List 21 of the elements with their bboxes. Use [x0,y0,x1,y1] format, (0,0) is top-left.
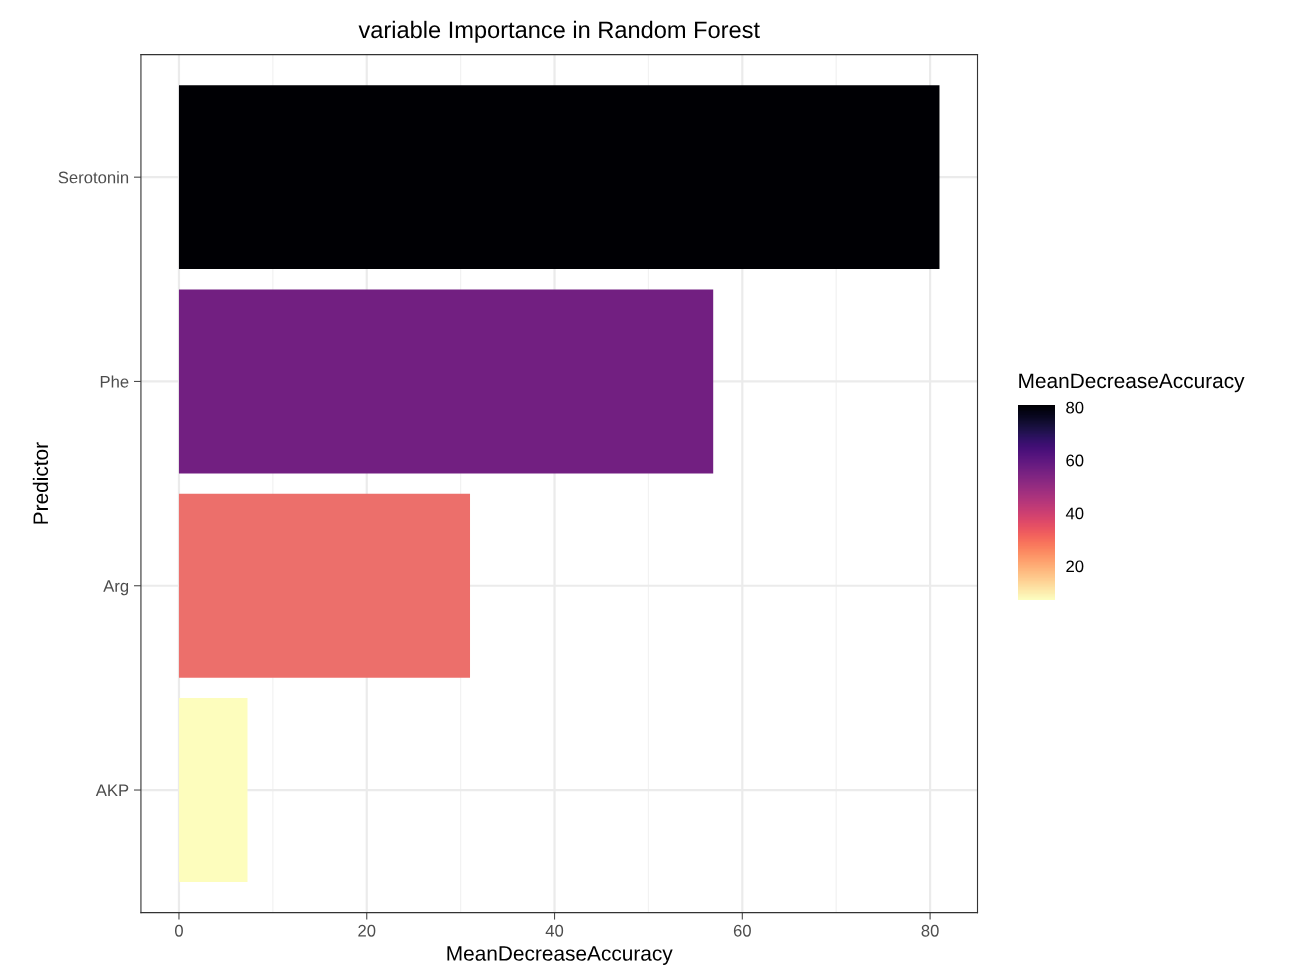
x-tick-label: 40 [545,924,564,937]
color-bar-label: 40 [1065,507,1084,520]
y-tick-label: Arg [103,580,129,596]
bar [178,85,940,270]
x-tick-label: 20 [358,924,376,937]
x-tick-label: 0 [174,924,183,937]
color-bar-label: 80 [1066,401,1084,414]
y-tick-label: Phe [100,375,129,388]
y-axis-title: Predictor [32,442,49,524]
x-tick-label: 80 [921,924,939,937]
x-tick-label: 60 [733,924,751,937]
bar [178,698,248,882]
bar [178,493,471,678]
color-bar-label: 60 [1066,454,1084,467]
chart-title: variable Importance in Random Forest [358,20,760,43]
color-bar-label: 20 [1066,560,1084,573]
y-tick-label: Serotonin [58,171,129,184]
y-tick-label: AKP [95,784,129,797]
x-axis-title: MeanDecreaseAccuracy [447,946,673,965]
color-bar-title: MeanDecreaseAccuracy [1019,373,1245,393]
bar [178,289,714,474]
